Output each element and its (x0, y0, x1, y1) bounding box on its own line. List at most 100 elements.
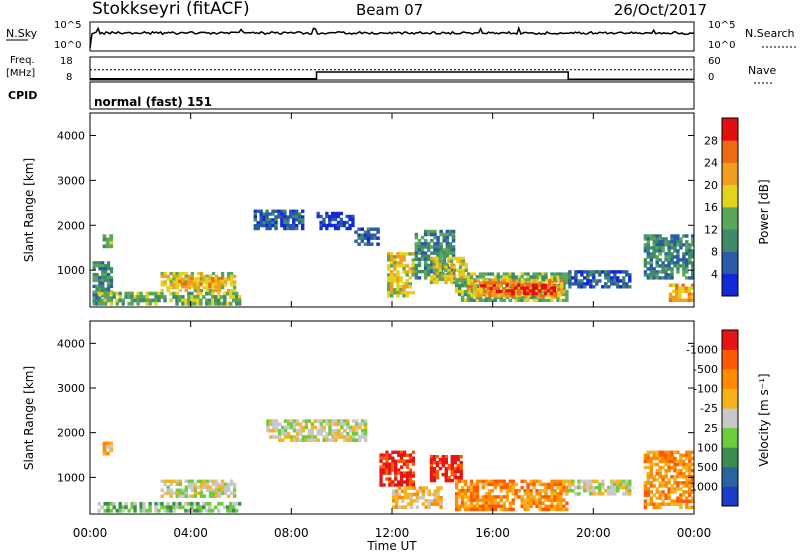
velocity-cell (184, 501, 188, 506)
power-cell (427, 266, 431, 271)
power-cell (489, 281, 493, 285)
velocity-cell (646, 481, 650, 485)
power-cell (181, 295, 185, 299)
power-cell (691, 237, 695, 241)
velocity-cell (556, 495, 560, 499)
power-cell (423, 269, 428, 274)
velocity-cell (163, 508, 167, 513)
power-cell (265, 218, 269, 222)
power-cell (387, 252, 391, 256)
velocity-cell (121, 505, 125, 510)
velocity-cell (418, 489, 422, 494)
velocity-cell (115, 508, 119, 513)
power-cell (331, 223, 335, 228)
power-cell (643, 246, 648, 250)
power-cell (687, 298, 692, 302)
power-cell (472, 298, 477, 302)
power-cell (491, 279, 495, 283)
power-cell (411, 273, 416, 277)
power-cell (193, 288, 198, 293)
power-cell (592, 279, 596, 283)
velocity-cell (163, 482, 167, 486)
power-cell (427, 248, 431, 252)
power-cell (544, 298, 548, 302)
velocity-cell (670, 490, 674, 494)
power-cell (214, 285, 218, 289)
power-cell (667, 267, 671, 271)
power-cell (592, 276, 596, 280)
velocity-cell (679, 505, 683, 510)
power-cell (670, 246, 674, 250)
power-cell (387, 267, 391, 271)
power-cell (104, 267, 108, 271)
velocity-cell (450, 469, 454, 474)
y-tick-label: 3000 (57, 382, 85, 395)
power-cell (405, 285, 409, 289)
power-cell (589, 273, 593, 277)
velocity-cell (178, 505, 182, 510)
velocity-cell (415, 489, 420, 494)
power-cell (655, 264, 659, 268)
power-cell (271, 218, 275, 222)
velocity-cell (538, 507, 542, 512)
velocity-cell (529, 501, 533, 505)
power-cell (408, 282, 412, 286)
power-cell (229, 295, 233, 299)
velocity-cell (402, 459, 407, 463)
power-cell (505, 292, 509, 296)
power-cell (685, 264, 689, 268)
power-cell (460, 292, 465, 297)
velocity-cell (400, 505, 405, 509)
velocity-cell (628, 489, 632, 493)
power-cell (193, 301, 197, 306)
power-cell (295, 209, 299, 213)
power-cell (423, 251, 428, 255)
power-cell (493, 298, 498, 302)
power-cell (450, 262, 454, 267)
power-cell (444, 265, 448, 270)
power-cell (387, 273, 391, 277)
power-cell (121, 298, 125, 303)
velocity-cell (463, 482, 468, 487)
velocity-cell (382, 453, 386, 457)
power-cell (541, 289, 545, 294)
power-cell (196, 272, 201, 276)
power-cell (322, 220, 326, 225)
power-cell (518, 294, 522, 298)
velocity-cell (538, 498, 542, 502)
power-cell (520, 295, 524, 300)
power-cell (478, 275, 483, 279)
velocity-cell (402, 480, 407, 484)
velocity-cell (124, 501, 128, 506)
velocity-cell (432, 455, 437, 459)
velocity-cell (235, 508, 239, 513)
velocity-cell (363, 425, 368, 430)
power-cell (199, 279, 203, 283)
power-cell (461, 268, 465, 273)
velocity-cell (499, 479, 503, 484)
velocity-cell (406, 492, 411, 497)
velocity-cell (388, 480, 392, 484)
velocity-cell (130, 501, 134, 506)
velocity-cell (226, 494, 231, 498)
power-cell (442, 239, 446, 243)
power-cell (430, 245, 434, 249)
power-cell (538, 298, 542, 302)
velocity-cell (145, 508, 149, 513)
power-cell (187, 298, 191, 303)
velocity-cell (547, 495, 551, 499)
power-cell (643, 243, 648, 247)
velocity-cell (601, 492, 605, 496)
power-cell (181, 285, 185, 289)
velocity-cell (310, 422, 314, 427)
power-cell (673, 264, 677, 268)
velocity-cell (447, 475, 451, 480)
power-cell (256, 209, 260, 213)
velocity-cell (450, 472, 454, 477)
power-cell (466, 275, 471, 279)
power-cell (450, 265, 454, 270)
velocity-cell (619, 485, 623, 490)
power-cell (325, 223, 329, 228)
velocity-cell (205, 501, 209, 506)
velocity-cell (292, 435, 297, 439)
